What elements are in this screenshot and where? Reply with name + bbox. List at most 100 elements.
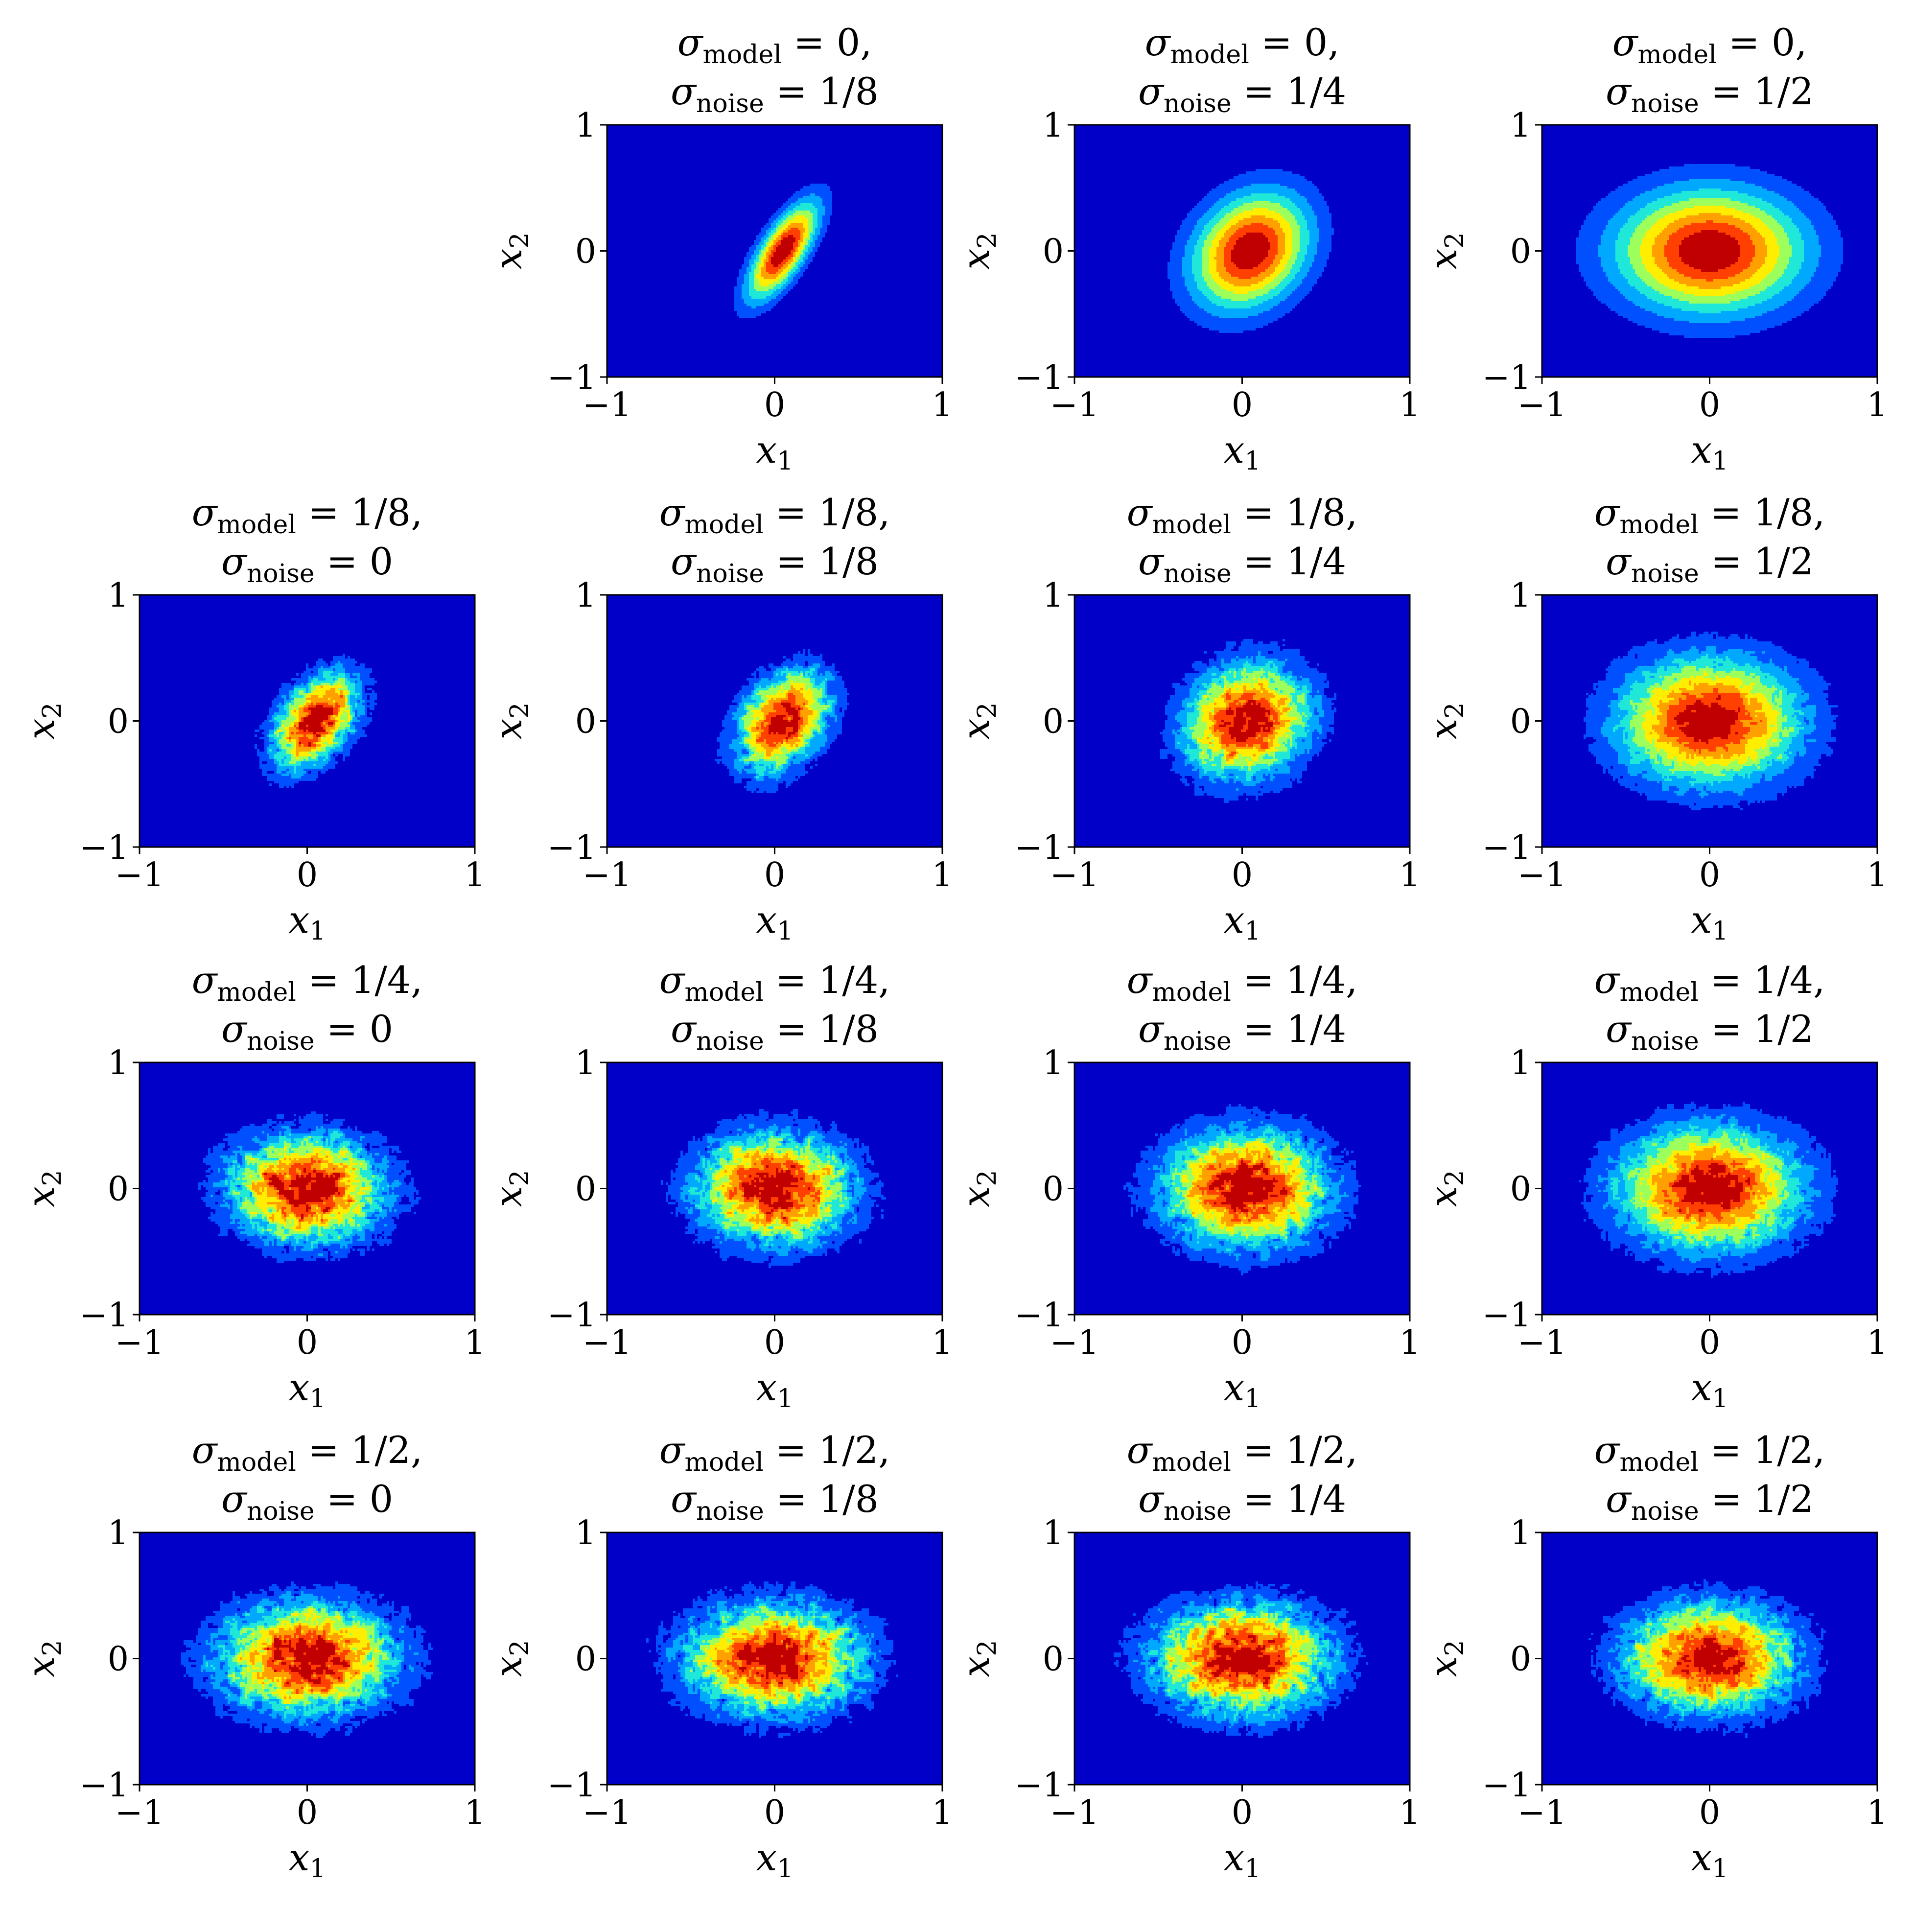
y-tick-label: −1 <box>547 828 596 867</box>
y-tick-label: −1 <box>1482 358 1531 397</box>
y-tick-label: 1 <box>575 576 596 615</box>
subplot-r1-c2: −1 0 1 −1 0 1 x1 x2 σmodel = 1/8,σnoise = 1/4 <box>954 491 1421 946</box>
title-sigma-model: σmodel = 0, <box>1612 21 1807 70</box>
heatmap-image <box>607 595 942 847</box>
x-tick-label: 1 <box>932 1793 953 1832</box>
x-axis-label: x1 <box>1691 1366 1728 1414</box>
y-tick-label: 1 <box>1043 1514 1064 1553</box>
y-tick-label: 1 <box>1043 1044 1064 1083</box>
x-tick-label: 1 <box>1867 1323 1888 1362</box>
x-axis-label: x1 <box>756 1836 794 1884</box>
y-tick-label: 0 <box>575 1170 596 1209</box>
x-tick-label: 0 <box>1699 386 1720 424</box>
x-tick-label: −1 <box>115 1793 164 1832</box>
title-sigma-model: σmodel = 1/2, <box>1594 1428 1825 1477</box>
x-tick-label: 1 <box>1867 386 1888 424</box>
x-tick-label: 1 <box>1399 856 1420 895</box>
y-tick-label: −1 <box>80 1296 129 1335</box>
title-sigma-noise: σnoise = 0 <box>221 1477 393 1526</box>
x-axis-label: x1 <box>756 428 794 476</box>
title-sigma-model: σmodel = 1/8, <box>192 491 423 540</box>
y-axis-label: x2 <box>19 1640 67 1677</box>
x-tick-label: −1 <box>583 386 631 424</box>
x-tick-label: 0 <box>764 1323 785 1362</box>
y-tick-label: 0 <box>108 703 129 741</box>
title-sigma-noise: σnoise = 0 <box>221 1007 393 1056</box>
subplot-r3-c2: −1 0 1 −1 0 1 x1 x2 σmodel = 1/2,σnoise = 1/4 <box>954 1428 1421 1884</box>
y-axis-label: x2 <box>954 233 1002 270</box>
x-tick-label: 0 <box>1232 856 1253 895</box>
subplot-r2-c3: −1 0 1 −1 0 1 x1 x2 σmodel = 1/4,σnoise = 1/2 <box>1422 958 1888 1414</box>
y-tick-label: −1 <box>547 358 596 397</box>
y-axis-label: x2 <box>1422 1640 1470 1677</box>
subplot-r2-c0: −1 0 1 −1 0 1 x1 x2 σmodel = 1/4,σnoise = 0 <box>19 958 486 1414</box>
x-tick-label: −1 <box>1050 1323 1099 1362</box>
y-tick-label: 0 <box>1043 703 1064 741</box>
y-tick-label: 1 <box>1510 1514 1531 1553</box>
title-sigma-noise: σnoise = 1/8 <box>671 1477 879 1526</box>
x-tick-label: 1 <box>464 1323 485 1362</box>
y-axis-label: x2 <box>954 703 1002 740</box>
x-tick-label: 0 <box>297 856 318 895</box>
x-tick-label: 1 <box>464 856 485 895</box>
y-tick-label: 0 <box>1043 233 1064 271</box>
y-axis-label: x2 <box>19 703 67 740</box>
x-tick-label: −1 <box>583 1323 631 1362</box>
heatmap-image <box>1074 1532 1410 1785</box>
x-tick-label: 0 <box>1232 386 1253 424</box>
y-tick-label: −1 <box>80 1766 129 1805</box>
subplot-r1-c1: −1 0 1 −1 0 1 x1 x2 σmodel = 1/8,σnoise = 1/8 <box>487 491 953 946</box>
y-axis-label: x2 <box>487 703 535 740</box>
y-axis-label: x2 <box>954 1640 1002 1677</box>
y-tick-label: 1 <box>108 1514 129 1553</box>
y-tick-label: −1 <box>1015 358 1064 397</box>
title-sigma-model: σmodel = 1/8, <box>659 491 890 540</box>
y-tick-label: −1 <box>1015 1296 1064 1335</box>
y-tick-label: −1 <box>1482 1766 1531 1805</box>
x-axis-label: x1 <box>1224 1836 1261 1884</box>
x-tick-label: −1 <box>1050 386 1099 424</box>
x-axis-label: x1 <box>1224 1366 1261 1414</box>
x-tick-label: 1 <box>1399 386 1420 424</box>
y-axis-label: x2 <box>487 1170 535 1207</box>
title-sigma-noise: σnoise = 0 <box>221 540 393 589</box>
x-axis-label: x1 <box>1691 898 1728 946</box>
x-tick-label: −1 <box>1050 856 1099 895</box>
title-sigma-model: σmodel = 1/2, <box>192 1428 423 1477</box>
title-sigma-model: σmodel = 1/2, <box>659 1428 890 1477</box>
x-axis-label: x1 <box>756 1366 794 1414</box>
subplot-r1-c3: −1 0 1 −1 0 1 x1 x2 σmodel = 1/8,σnoise = 1/2 <box>1422 491 1888 946</box>
y-tick-label: 0 <box>575 233 596 271</box>
x-tick-label: 0 <box>1699 1323 1720 1362</box>
y-tick-label: −1 <box>1482 1296 1531 1335</box>
subplot-r1-c0: −1 0 1 −1 0 1 x1 x2 σmodel = 1/8,σnoise = 0 <box>19 491 486 946</box>
heatmap-image <box>1542 1532 1877 1785</box>
y-tick-label: −1 <box>1482 828 1531 867</box>
subplot-r3-c1: −1 0 1 −1 0 1 x1 x2 σmodel = 1/2,σnoise = 1/8 <box>487 1428 953 1884</box>
x-axis-label: x1 <box>1691 1836 1728 1884</box>
x-tick-label: −1 <box>115 1323 164 1362</box>
title-sigma-model: σmodel = 1/4, <box>659 958 890 1007</box>
title-sigma-noise: σnoise = 1/4 <box>1138 70 1346 118</box>
x-tick-label: 0 <box>764 856 785 895</box>
y-tick-label: 0 <box>1043 1170 1064 1209</box>
y-tick-label: 1 <box>108 1044 129 1083</box>
title-sigma-model: σmodel = 1/4, <box>1594 958 1825 1007</box>
heatmap-image <box>140 1062 475 1315</box>
x-tick-label: −1 <box>583 1793 631 1832</box>
y-tick-label: −1 <box>1015 828 1064 867</box>
subplot-r0-c1: −1 0 1 −1 0 1 x1 x2 σmodel = 0,σnoise = 1/8 <box>487 21 953 476</box>
y-tick-label: 1 <box>1043 576 1064 615</box>
y-tick-label: 0 <box>1510 1170 1531 1209</box>
x-axis-label: x1 <box>1691 428 1728 476</box>
y-tick-label: 0 <box>1510 233 1531 271</box>
title-sigma-model: σmodel = 1/2, <box>1127 1428 1358 1477</box>
x-axis-label: x1 <box>1224 898 1261 946</box>
title-sigma-noise: σnoise = 1/2 <box>1606 540 1814 589</box>
x-axis-label: x1 <box>756 898 794 946</box>
heatmap-image <box>140 595 475 847</box>
x-tick-label: 1 <box>1867 1793 1888 1832</box>
y-tick-label: 0 <box>1043 1640 1064 1679</box>
heatmap-image <box>1542 125 1877 377</box>
